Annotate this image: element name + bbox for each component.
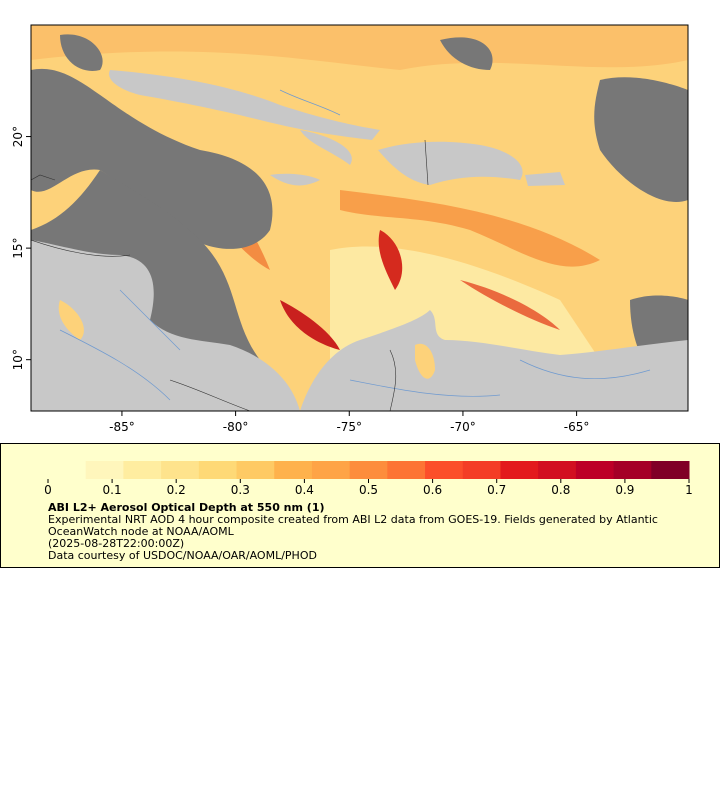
- colorbar-tick-label: 0.5: [359, 483, 378, 497]
- legend-time: (2025-08-28T22:00:00Z): [48, 537, 185, 550]
- colorbar: 0 0.1 0.2 0.3 0.4 0.5 0.6 0.7 0.8 0.9 1: [44, 461, 693, 497]
- colorbar-cell: [274, 461, 313, 479]
- colorbar-cell: [161, 461, 200, 479]
- x-tick-label: -80°: [223, 420, 249, 434]
- colorbar-cell: [575, 461, 615, 479]
- colorbar-tick-label: 0.3: [231, 483, 250, 497]
- colorbar-cell: [387, 461, 426, 479]
- colorbar-cell: [85, 461, 124, 479]
- colorbar-tick-label: 0.2: [167, 483, 186, 497]
- colorbar-tick-label: 0.9: [615, 483, 634, 497]
- colorbar-cell: [462, 461, 501, 479]
- colorbar-cell: [349, 461, 388, 479]
- map-image: [31, 25, 688, 411]
- colorbar-cell: [123, 461, 162, 479]
- colorbar-tick-label: 0.4: [295, 483, 314, 497]
- y-tick-label: 15°: [11, 237, 25, 258]
- x-tick-label: -70°: [450, 420, 476, 434]
- legend-description: Experimental NRT AOD 4 hour composite cr…: [48, 513, 658, 538]
- colorbar-tick-label: 1: [685, 483, 693, 497]
- colorbar-cell: [425, 461, 464, 479]
- colorbar-tick-label: 0.7: [487, 483, 506, 497]
- colorbar-tick-label: 0: [44, 483, 52, 497]
- colorbar-cell: [236, 461, 275, 479]
- x-tick-label: -85°: [109, 420, 135, 434]
- legend-credit: Data courtesy of USDOC/NOAA/OAR/AOML/PHO…: [48, 549, 317, 562]
- colorbar-cell: [48, 461, 87, 479]
- colorbar-cell: [538, 461, 577, 479]
- legend: 0 0.1 0.2 0.3 0.4 0.5 0.6 0.7 0.8 0.9 1 ABI L2+ Ae…: [0, 443, 720, 568]
- map: -85° -80° -75° -70° -65° 10° 15° 20°: [11, 24, 689, 434]
- colorbar-tick-label: 0.8: [551, 483, 570, 497]
- colorbar-cell: [311, 461, 351, 479]
- colorbar-cell: [500, 461, 539, 479]
- colorbar-tick-label: 0.6: [423, 483, 442, 497]
- map-frame: [30, 24, 689, 412]
- x-tick-label: -75°: [336, 420, 362, 434]
- x-tick-label: -65°: [564, 420, 590, 434]
- colorbar-tick-label: 0.1: [103, 483, 122, 497]
- y-tick-label: 20°: [11, 126, 25, 147]
- colorbar-cell: [613, 461, 652, 479]
- colorbar-cell: [198, 461, 238, 479]
- legend-title: ABI L2+ Aerosol Optical Depth at 550 nm …: [48, 501, 325, 514]
- y-tick-label: 10°: [11, 349, 25, 370]
- colorbar-cell: [651, 461, 690, 479]
